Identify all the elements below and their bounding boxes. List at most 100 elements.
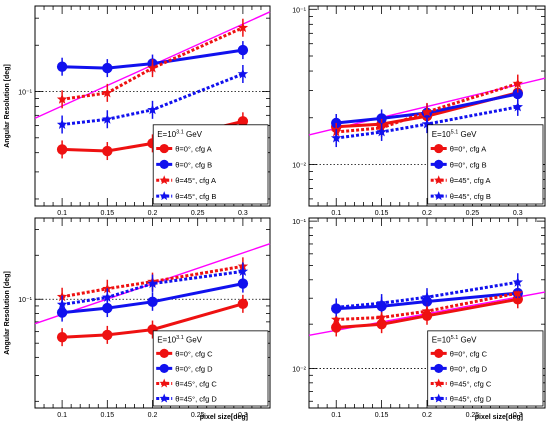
data-point-star — [56, 93, 68, 104]
data-point-star — [56, 119, 68, 129]
series-line — [336, 297, 519, 329]
x-tick-label: 0.15 — [100, 412, 114, 419]
series-line — [62, 302, 244, 339]
legend-label: θ=45°, cfg D — [450, 394, 492, 403]
legend-label: θ=45°, cfg B — [175, 192, 216, 201]
legend-label: θ=45°, cfg C — [175, 379, 217, 388]
data-point-star — [421, 118, 433, 129]
data-point-star — [102, 113, 113, 124]
legend-marker-circle — [159, 143, 169, 154]
y-tick-label: 10⁻¹ — [18, 297, 32, 304]
x-tick-label: 0.1 — [57, 412, 67, 419]
x-tick-label: 0.3 — [513, 412, 523, 419]
legend-box — [152, 330, 269, 407]
data-point-circle — [102, 329, 113, 341]
x-tick-label: 0.25 — [466, 412, 480, 419]
data-point-star — [376, 297, 387, 308]
x-tick-label: 0.2 — [422, 210, 432, 217]
legend-marker-star — [159, 393, 169, 403]
legend-label: θ=0°, cfg D — [450, 364, 488, 373]
data-point-star — [376, 311, 387, 322]
x-tick-label: 0.1 — [331, 412, 341, 419]
x-tick-label: 0.3 — [513, 210, 523, 217]
y-tick-label: 10⁻¹ — [18, 90, 32, 97]
x-tick-label: 0.25 — [191, 210, 205, 217]
data-point-star — [147, 278, 158, 289]
legend-label: θ=0°, cfg A — [450, 145, 487, 154]
data-point-star — [237, 22, 249, 33]
data-point-star — [512, 78, 523, 89]
data-point-star — [102, 291, 113, 302]
x-tick-label: 0.25 — [191, 412, 205, 419]
chart-panel-top-right: 10⁻¹ 10⁻² 0.1 0.15 0.2 0.25 0.3 E=105.1 GeV θ=0°… — [292, 5, 546, 217]
series-line — [336, 291, 519, 321]
legend-marker-circle — [434, 159, 444, 169]
legend-label: θ=45°, cfg B — [450, 192, 491, 201]
data-point-star — [512, 287, 523, 298]
x-tick-label: 0.15 — [375, 210, 389, 217]
legend-box — [427, 330, 544, 407]
y-tick-label: 10⁻¹ — [292, 7, 306, 14]
series-line — [61, 26, 244, 101]
legend-marker-star — [433, 191, 444, 201]
x-tick-label: 0.2 — [148, 412, 158, 419]
data-point-star — [147, 62, 158, 73]
legend-title: E=105.1 GeV — [432, 130, 477, 140]
data-point-star — [331, 301, 342, 312]
data-point-star — [56, 299, 68, 309]
legend-label: θ=45°, cfg D — [175, 394, 217, 403]
x-tick-label: 0.2 — [422, 412, 432, 419]
legend-marker-circle — [434, 348, 444, 359]
legend-box — [427, 124, 544, 205]
legend-marker-circle — [434, 363, 444, 374]
legend-label: θ=45°, cfg A — [450, 176, 491, 185]
x-tick-label: 0.2 — [148, 210, 158, 217]
legend-marker-star — [433, 378, 444, 388]
legend-marker-star — [433, 175, 444, 185]
x-tick-label: 0.3 — [238, 412, 248, 419]
x-tick-label: 0.15 — [100, 210, 114, 217]
legend-title: E=105.1 GeV — [432, 335, 477, 345]
series-line — [336, 280, 519, 309]
data-point-star — [376, 126, 387, 137]
series-line — [62, 48, 244, 70]
series-line — [336, 92, 519, 125]
data-point-star — [331, 314, 342, 324]
y-tick-label: 10⁻² — [292, 367, 306, 374]
data-point-circle — [56, 331, 68, 343]
series-line — [336, 105, 519, 140]
data-point-star — [421, 106, 433, 117]
data-point-star — [421, 305, 433, 316]
legend-label: θ=45°, cfg A — [175, 176, 216, 185]
series-line — [336, 82, 519, 134]
legend-label: θ=0°, cfg A — [175, 145, 212, 154]
data-point-circle — [237, 298, 249, 310]
x-tick-label: 0.15 — [375, 412, 389, 419]
data-point-circle — [237, 116, 249, 127]
data-point-star — [512, 101, 523, 112]
legend-label: θ=0°, cfg B — [450, 160, 487, 169]
legend-marker-star — [433, 393, 444, 403]
series-line — [336, 291, 518, 311]
chart-panel-bottom-left: 10⁻¹ 0.1 0.15 0.2 0.25 0.3 Angular Resolution … — [4, 217, 271, 421]
data-point-circle — [512, 88, 523, 100]
legend-label: θ=45°, cfg C — [450, 379, 492, 388]
x-tick-label: 0.1 — [331, 210, 341, 217]
legend-box — [152, 124, 269, 205]
data-point-star — [102, 283, 113, 294]
legend-marker-circle — [434, 143, 444, 154]
data-point-circle — [102, 62, 113, 74]
data-point-star — [147, 104, 158, 115]
data-point-star — [512, 276, 523, 287]
data-point-circle — [102, 145, 113, 157]
data-point-circle — [376, 113, 387, 124]
data-point-circle — [56, 61, 68, 72]
series-line — [61, 72, 244, 126]
legend-marker-star — [159, 191, 169, 201]
data-point-circle — [147, 296, 158, 308]
data-point-star — [331, 132, 342, 143]
legend-label: θ=0°, cfg B — [175, 160, 212, 169]
legend-title: E=103.1 GeV — [157, 335, 202, 345]
